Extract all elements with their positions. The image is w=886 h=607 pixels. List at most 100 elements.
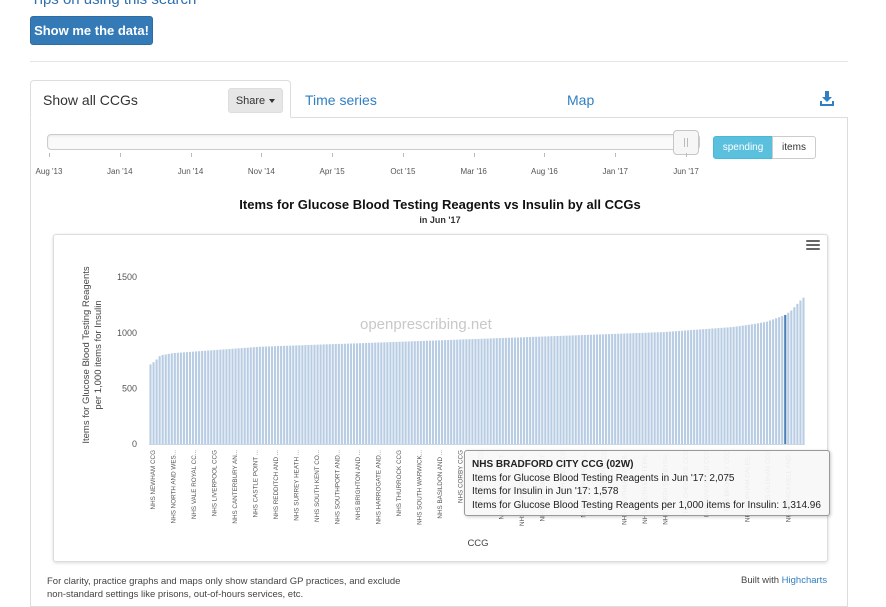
- show-data-button[interactable]: Show me the data!: [30, 16, 153, 45]
- tab-map[interactable]: Map: [567, 92, 595, 108]
- bar: [179, 352, 182, 444]
- bar: [270, 346, 274, 444]
- watermark: openprescribing.net: [360, 316, 492, 333]
- bar: [577, 335, 580, 444]
- bar: [365, 342, 368, 444]
- bar: [304, 345, 307, 444]
- slider-tick-label: Jan '14: [106, 167, 133, 176]
- bar: [437, 340, 441, 444]
- bar: [167, 353, 170, 444]
- bar: [377, 342, 380, 444]
- bar: [383, 342, 386, 444]
- tips-link[interactable]: Tips on using this search: [31, 0, 196, 8]
- bar: [583, 334, 586, 444]
- bar: [532, 336, 535, 444]
- slider-tick-mark: [49, 153, 50, 157]
- bar: [191, 351, 195, 444]
- y-tick-label: 500: [122, 383, 137, 393]
- bar: [264, 346, 267, 444]
- bar: [161, 355, 164, 444]
- bar: [355, 343, 359, 444]
- bar: [674, 331, 677, 444]
- bar: [486, 338, 489, 444]
- bar: [374, 342, 377, 444]
- bar: [198, 351, 201, 444]
- bar: [626, 333, 629, 444]
- bar: [173, 352, 176, 444]
- slider-tick-label: Jun '17: [673, 167, 699, 176]
- bar: [741, 325, 744, 444]
- bar: [629, 333, 632, 444]
- bar: [222, 349, 225, 444]
- bar: [687, 330, 690, 444]
- bar: [407, 341, 410, 444]
- bar: [562, 335, 565, 444]
- bar: [164, 354, 167, 444]
- bar: [286, 345, 289, 444]
- x-tick-label: NHS REDDITCH AND ...: [273, 450, 280, 520]
- bar: [501, 337, 504, 444]
- bar: [328, 344, 331, 444]
- slider-tick-label: Apr '15: [319, 167, 345, 176]
- tab-time-series[interactable]: Time series: [305, 92, 377, 108]
- x-tick-label: NHS SOUTHPORT AND...: [335, 450, 342, 525]
- bar: [598, 334, 602, 444]
- bar: [635, 333, 638, 444]
- bar: [750, 324, 753, 444]
- bar: [796, 303, 799, 444]
- bar: [431, 340, 435, 444]
- bar: [444, 340, 447, 444]
- slider-tick-label: Aug '13: [35, 167, 63, 176]
- x-tick-label: NHS BASILDON AND ...: [437, 450, 444, 519]
- bar: [280, 345, 283, 444]
- date-slider-track[interactable]: [47, 134, 700, 150]
- download-icon[interactable]: [820, 91, 834, 111]
- bar: [368, 342, 371, 444]
- divider: [30, 61, 848, 62]
- highcharts-link[interactable]: Highcharts: [781, 575, 828, 586]
- bar: [395, 341, 398, 444]
- slider-tick-mark: [332, 153, 334, 157]
- bar: [158, 356, 161, 444]
- spending-toggle[interactable]: spending: [713, 136, 773, 159]
- bar: [419, 340, 422, 444]
- bar: [240, 348, 243, 444]
- bar: [781, 316, 784, 444]
- bar: [325, 344, 328, 444]
- bar: [331, 344, 334, 444]
- bar: [267, 346, 271, 444]
- bar: [398, 341, 401, 444]
- y-tick-label: 1000: [117, 328, 137, 338]
- bar: [711, 328, 714, 444]
- x-tick-label: NHS NORTH AND WES...: [171, 450, 178, 524]
- bar: [465, 339, 468, 444]
- bar: [480, 338, 483, 444]
- bar: [611, 333, 614, 444]
- bar: [535, 336, 538, 444]
- slider-tick-mark: [190, 153, 192, 157]
- bar: [638, 332, 641, 444]
- bar: [386, 342, 389, 444]
- bar: [650, 332, 653, 444]
- x-tick-label: NHS CORBY CCG: [458, 450, 465, 503]
- bar: [677, 330, 681, 444]
- share-button[interactable]: Share: [228, 88, 283, 113]
- chart-title: Items for Glucose Blood Testing Reagents…: [239, 197, 641, 212]
- date-slider-handle[interactable]: [673, 130, 699, 155]
- items-toggle[interactable]: items: [772, 136, 816, 159]
- x-tick-label: NHS CANTERBURY AN...: [232, 450, 239, 524]
- bar: [334, 343, 337, 444]
- bar: [216, 349, 219, 444]
- slider-tick-mark: [261, 153, 263, 157]
- bar: [790, 310, 793, 444]
- built-with: Built with Highcharts: [741, 575, 827, 586]
- bar: [595, 334, 599, 444]
- bar: [559, 335, 562, 444]
- bar: [510, 337, 513, 444]
- caret-down-icon: [269, 98, 276, 103]
- chart-menu-icon[interactable]: [806, 240, 820, 252]
- bar: [362, 343, 365, 444]
- bar: [277, 346, 280, 444]
- bar: [289, 345, 292, 444]
- bar: [735, 326, 738, 444]
